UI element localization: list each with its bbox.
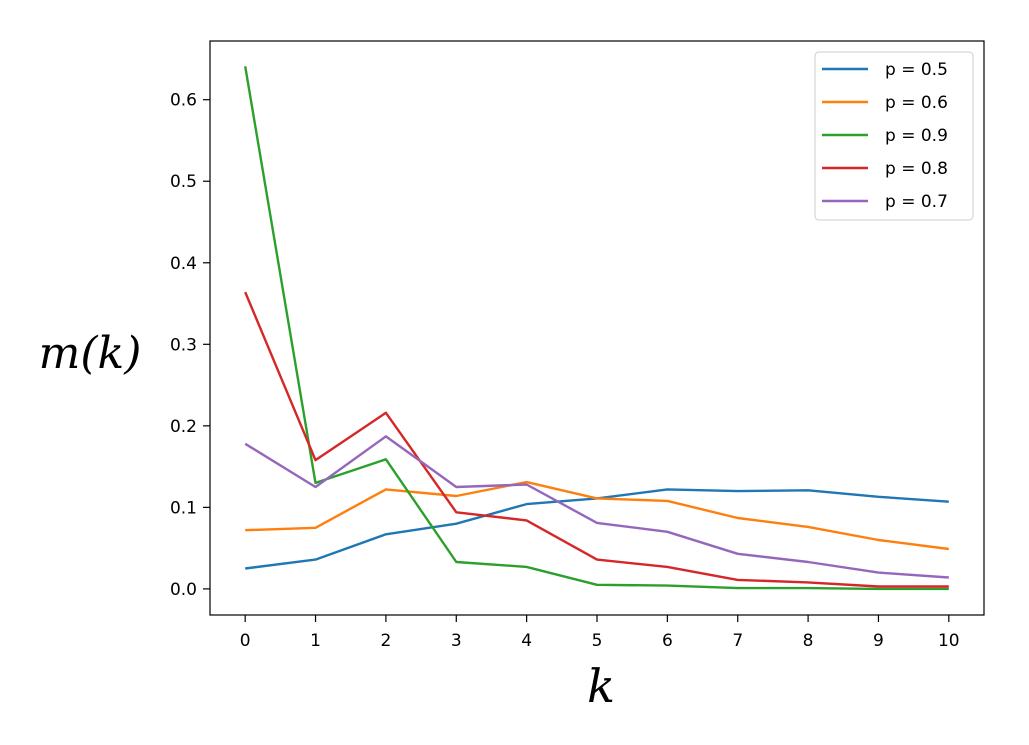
x-tick-label: 0 <box>240 631 251 651</box>
y-tick-label: 0.2 <box>170 417 197 437</box>
series-line-4 <box>244 291 949 588</box>
x-tick-label: 6 <box>662 631 673 651</box>
y-axis-label: m(k) <box>39 328 142 379</box>
y-tick-label: 0.4 <box>170 254 197 274</box>
x-axis-ticks: 0 1 2 3 4 5 6 7 8 9 10 <box>240 615 960 651</box>
x-axis-label: k <box>587 659 615 713</box>
legend-label: p = 0.7 <box>885 192 948 212</box>
x-tick-label: 5 <box>592 631 603 651</box>
y-tick-label: 0.6 <box>170 91 197 111</box>
x-tick-label: 7 <box>732 631 743 651</box>
x-tick-label: 8 <box>803 631 814 651</box>
y-tick-label: 0.3 <box>170 335 197 355</box>
legend-box <box>814 51 974 221</box>
y-tick-label: 0.5 <box>170 172 197 192</box>
x-tick-label: 2 <box>380 631 391 651</box>
x-tick-label: 4 <box>521 631 532 651</box>
series-line-2 <box>245 480 949 551</box>
series-line-3 <box>244 66 949 591</box>
x-tick-label: 9 <box>873 631 884 651</box>
y-axis-ticks: 0.0 0.1 0.2 0.3 0.4 0.5 0.6 <box>170 91 210 600</box>
x-tick-label: 10 <box>938 631 960 651</box>
legend-label: p = 0.6 <box>885 93 948 113</box>
legend-label: p = 0.5 <box>885 60 948 80</box>
legend-label: p = 0.9 <box>885 126 948 146</box>
series-line-5 <box>244 435 949 579</box>
x-tick-label: 1 <box>310 631 321 651</box>
series-layer <box>244 66 949 591</box>
y-tick-label: 0.0 <box>170 580 197 600</box>
x-tick-label: 3 <box>451 631 462 651</box>
legend: p = 0.5 p = 0.6 p = 0.9 p = 0.8 p = 0.7 <box>814 51 974 221</box>
legend-label: p = 0.8 <box>885 159 948 179</box>
y-tick-label: 0.1 <box>170 498 197 518</box>
